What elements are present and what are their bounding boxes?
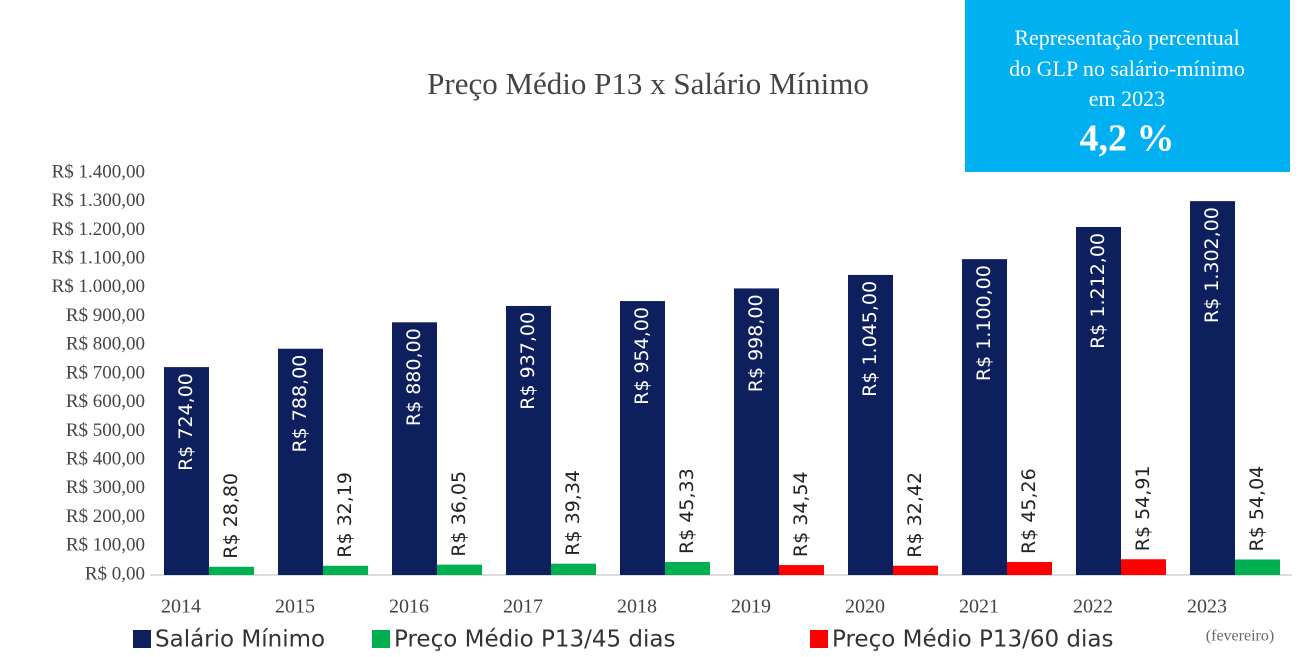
y-tick-label: R$ 700,00 (66, 362, 145, 383)
y-tick-label: R$ 300,00 (66, 477, 145, 498)
value-label: R$ 28,80 (220, 473, 242, 559)
x-tick-label: 2023 (1187, 596, 1227, 618)
value-label: R$ 1.045,00 (859, 281, 881, 397)
x-tick-label: 2020 (845, 596, 885, 618)
value-label: R$ 32,42 (904, 472, 926, 558)
legend-label: Salário Mínimo (155, 627, 325, 653)
legend-label: Preço Médio P13/45 dias (394, 627, 676, 653)
value-label: R$ 45,33 (676, 468, 698, 554)
value-label: R$ 45,26 (1018, 468, 1040, 554)
value-label: R$ 54,04 (1246, 466, 1268, 552)
x-tick-label: 2018 (617, 596, 657, 618)
value-label: R$ 954,00 (631, 307, 653, 405)
value-label: R$ 937,00 (517, 312, 539, 410)
bar (278, 348, 323, 575)
legend-swatch (133, 630, 151, 648)
bar (392, 322, 437, 575)
x-tick-label: 2015 (275, 596, 315, 618)
bar (506, 305, 551, 575)
y-tick-label: R$ 1.300,00 (52, 190, 145, 211)
bar (1076, 226, 1121, 576)
x-tick-label: 2019 (731, 596, 771, 618)
x-tick-label: 2014 (161, 596, 201, 618)
value-label: R$ 998,00 (745, 294, 767, 392)
x-tick-label: 2017 (503, 596, 543, 618)
value-label: R$ 880,00 (403, 328, 425, 426)
y-tick-label: R$ 200,00 (66, 506, 145, 527)
value-label: R$ 1.100,00 (973, 265, 995, 381)
note: (fevereiro) (1206, 628, 1274, 645)
bar (962, 259, 1007, 575)
bar (848, 274, 893, 575)
value-label: R$ 724,00 (175, 373, 197, 471)
bar (1190, 201, 1235, 575)
bar (734, 288, 779, 575)
bar (1007, 562, 1052, 575)
bar (1235, 559, 1280, 575)
y-tick-label: R$ 500,00 (66, 420, 145, 441)
y-tick-label: R$ 0,00 (85, 563, 145, 584)
annotation: Representação percentual (1014, 25, 1239, 50)
value-label: R$ 54,91 (1132, 465, 1154, 551)
value-label: R$ 1.302,00 (1201, 207, 1223, 323)
y-tick-label: R$ 1.000,00 (52, 276, 145, 297)
bar (1121, 559, 1166, 575)
value-label: R$ 34,54 (790, 471, 812, 557)
bar (164, 367, 209, 575)
legend-label: Preço Médio P13/60 dias (832, 627, 1114, 653)
annotation: em 2023 (1089, 86, 1165, 111)
x-tick-label: 2022 (1073, 596, 1113, 618)
y-tick-label: R$ 400,00 (66, 449, 145, 470)
chart-title: Preço Médio P13 x Salário Mínimo (427, 66, 869, 101)
y-tick-label: R$ 1.200,00 (52, 219, 145, 240)
value-label: R$ 32,19 (334, 472, 356, 558)
value-label: R$ 1.212,00 (1087, 233, 1109, 349)
value-label: R$ 39,34 (562, 470, 584, 556)
x-tick-label: 2016 (389, 596, 429, 618)
bar (893, 565, 938, 575)
y-tick-label: R$ 800,00 (66, 334, 145, 355)
y-tick-label: R$ 1.400,00 (52, 161, 145, 182)
y-tick-label: R$ 900,00 (66, 305, 145, 326)
y-tick-label: R$ 600,00 (66, 391, 145, 412)
annotation-value: 4,2 % (1080, 118, 1175, 160)
legend-swatch (372, 630, 390, 648)
annotation: do GLP no salário-mínimo (1009, 56, 1245, 81)
y-tick-label: R$ 1.100,00 (52, 248, 145, 269)
bar (209, 566, 254, 575)
annotation-box (965, 0, 1290, 172)
value-label: R$ 788,00 (289, 355, 311, 453)
bar (551, 563, 596, 575)
bar (779, 565, 824, 575)
bar (665, 561, 710, 575)
bar (323, 565, 368, 575)
bar (437, 564, 482, 575)
bar (620, 301, 665, 575)
x-tick-label: 2021 (959, 596, 999, 618)
y-tick-label: R$ 100,00 (66, 535, 145, 556)
legend-swatch (810, 630, 828, 648)
value-label: R$ 36,05 (448, 471, 470, 557)
